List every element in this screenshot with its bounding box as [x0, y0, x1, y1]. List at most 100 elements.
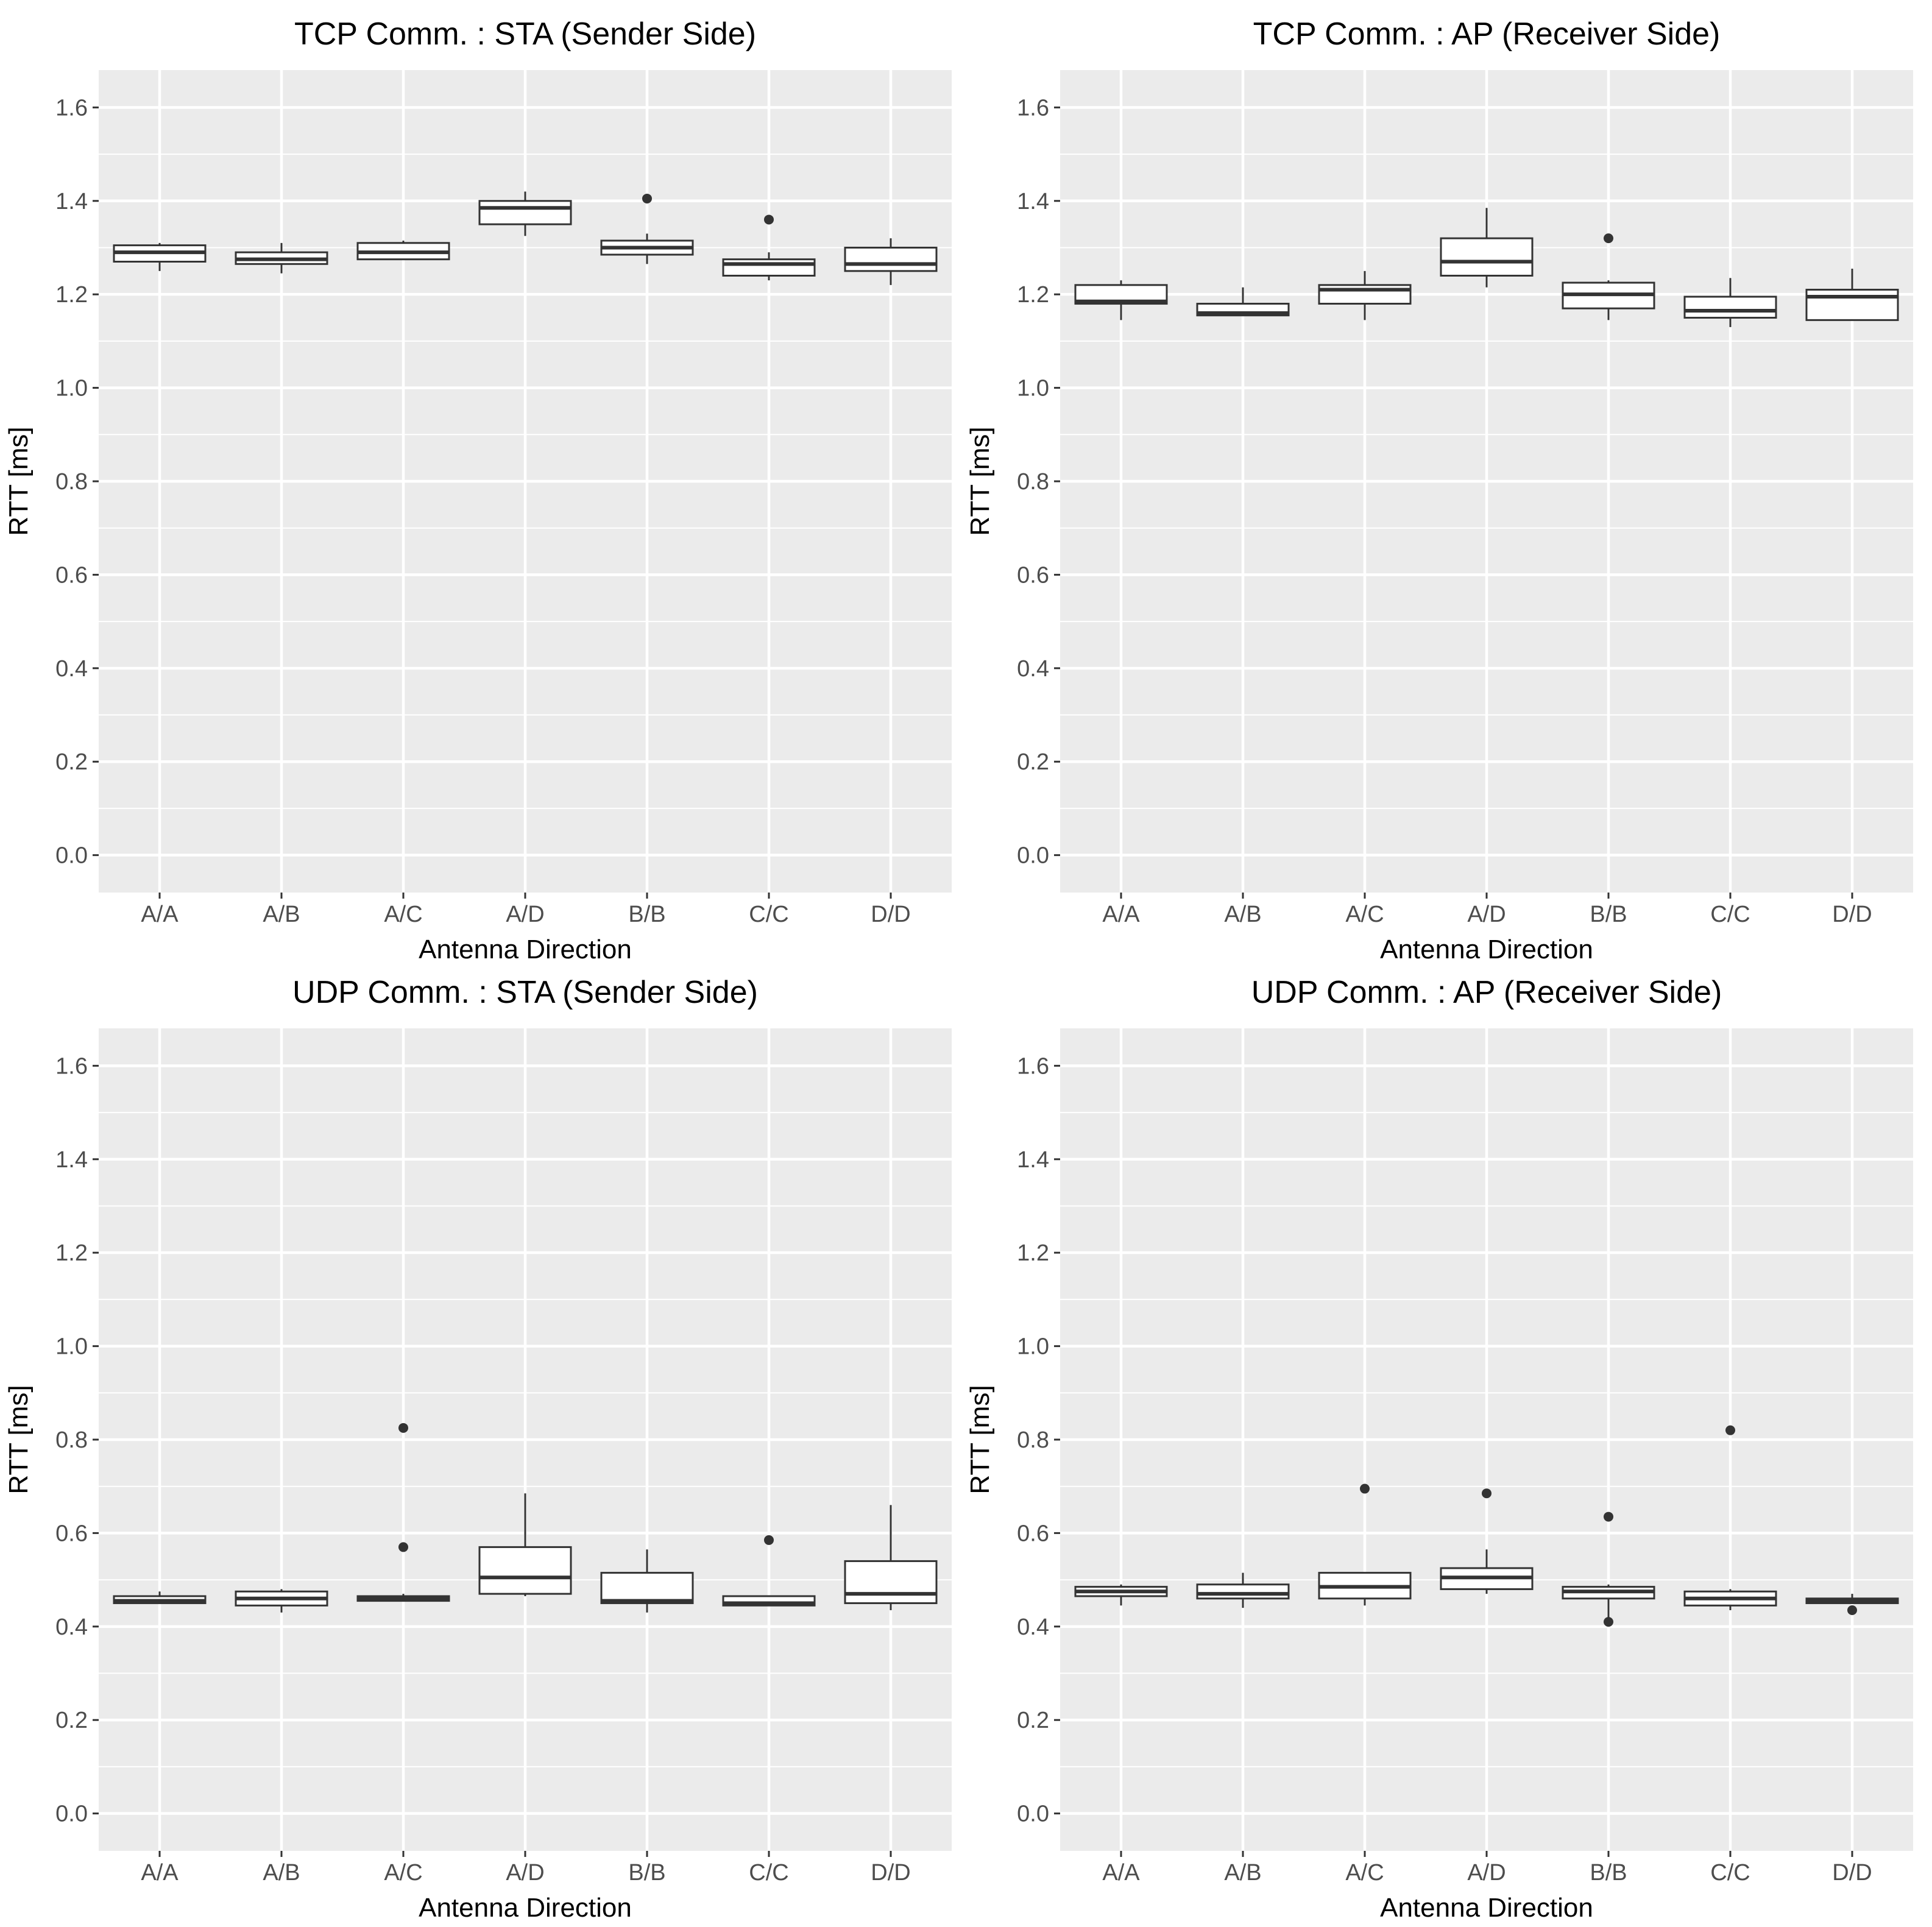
box-c-c	[722, 214, 816, 281]
y-axis-title: RTT [ms]	[965, 426, 995, 536]
outlier-point	[1482, 1488, 1491, 1499]
y-tick-label: 0.0	[1017, 1801, 1049, 1827]
outlier-point	[1847, 1605, 1857, 1615]
y-tick-label: 1.2	[55, 282, 88, 308]
box-iqr	[478, 1546, 572, 1595]
panel-title: UDP Comm. : AP (Receiver Side)	[1251, 975, 1722, 1010]
outlier-point	[764, 214, 774, 225]
box-a-b	[235, 242, 328, 274]
outlier-point	[1604, 1617, 1613, 1627]
box-a-a	[1074, 280, 1168, 320]
x-tick-label-a-c: A/C	[384, 1860, 422, 1886]
y-tick-label: 1.0	[55, 376, 88, 401]
x-axis-title: Antenna Direction	[419, 935, 632, 964]
box-a-b	[1196, 287, 1290, 317]
y-tick-label: 0.8	[1017, 1427, 1049, 1453]
outlier-point	[398, 1423, 408, 1433]
y-tick-label: 1.4	[1017, 1147, 1049, 1173]
outlier-point	[1604, 1512, 1613, 1522]
y-axis-title: RTT [ms]	[4, 426, 34, 536]
x-tick-label-a-c: A/C	[384, 902, 422, 927]
box-a-a	[113, 242, 207, 271]
x-tick-label-d-d: D/D	[1832, 1860, 1872, 1886]
panel-title: TCP Comm. : STA (Sender Side)	[294, 16, 756, 52]
x-axis-title: Antenna Direction	[419, 1893, 632, 1923]
x-tick-label-a-c: A/C	[1345, 902, 1384, 927]
box-a-d	[478, 191, 572, 236]
box-a-b	[235, 1589, 328, 1613]
y-tick-label: 0.4	[1017, 656, 1049, 682]
y-tick-label: 0.4	[55, 1614, 88, 1640]
box-a-a	[1074, 1584, 1168, 1606]
box-c-c	[1683, 1425, 1777, 1610]
x-tick-label-d-d: D/D	[871, 902, 910, 927]
box-c-c	[722, 1535, 816, 1607]
x-tick-label-b-b: B/B	[628, 902, 665, 927]
box-a-d	[1440, 1488, 1534, 1594]
y-tick-label: 1.0	[55, 1334, 88, 1360]
x-tick-label-a-a: A/A	[1102, 902, 1140, 927]
box-iqr	[1440, 237, 1534, 277]
outlier-point	[764, 1535, 774, 1545]
box-d-d	[1805, 268, 1899, 321]
y-tick-label: 1.6	[55, 95, 88, 121]
x-axis-title: Antenna Direction	[1380, 1893, 1593, 1923]
box-a-d	[478, 1493, 572, 1596]
box-iqr	[600, 1572, 694, 1604]
x-tick-label-a-a: A/A	[1102, 1860, 1140, 1886]
x-tick-label-a-b: A/B	[1224, 1860, 1261, 1886]
y-tick-label: 1.4	[1017, 189, 1049, 214]
y-tick-label: 0.8	[1017, 469, 1049, 495]
x-tick-label-d-d: D/D	[871, 1860, 910, 1886]
y-tick-label: 1.2	[1017, 282, 1049, 308]
x-tick-label-a-c: A/C	[1345, 1860, 1384, 1886]
y-tick-label: 0.6	[1017, 1521, 1049, 1546]
x-tick-label-a-d: A/D	[1467, 902, 1506, 927]
box-iqr	[1683, 295, 1777, 319]
x-tick-label-c-c: C/C	[1710, 902, 1750, 927]
y-tick-label: 0.8	[55, 1427, 88, 1453]
chart-panel-4: 0.0 0.2 0.4 0.6 0.8 1.0 1.2 1.4 1.6 A/A A/B A/C A/D B…	[965, 975, 1913, 1923]
y-tick-label: 1.4	[55, 1147, 88, 1173]
x-tick-label-a-b: A/B	[263, 1860, 300, 1886]
y-tick-label: 1.6	[55, 1053, 88, 1079]
box-a-d	[1440, 208, 1534, 288]
x-axis-title: Antenna Direction	[1380, 935, 1593, 964]
y-axis-title: RTT [ms]	[4, 1385, 34, 1494]
y-tick-label: 1.6	[1017, 95, 1049, 121]
x-tick-label-c-c: C/C	[1710, 1860, 1750, 1886]
outlier-point	[1725, 1425, 1735, 1435]
x-tick-label-b-b: B/B	[1590, 902, 1627, 927]
box-a-c	[1318, 270, 1412, 320]
x-tick-label-a-d: A/D	[506, 1860, 544, 1886]
x-tick-label-a-a: A/A	[141, 1860, 179, 1886]
chart-panel-3: 0.0 0.2 0.4 0.6 0.8 1.0 1.2 1.4 1.6 A/A A/B A/C A/D B…	[4, 975, 952, 1923]
x-tick-label-b-b: B/B	[628, 1860, 665, 1886]
y-tick-label: 0.6	[55, 1521, 88, 1546]
y-tick-label: 0.0	[55, 1801, 88, 1827]
box-a-c	[356, 1423, 450, 1602]
panel-title: UDP Comm. : STA (Sender Side)	[292, 975, 758, 1010]
outlier-point	[1604, 233, 1613, 244]
box-iqr	[1196, 1583, 1290, 1600]
y-tick-label: 0.0	[55, 843, 88, 869]
box-d-d	[844, 238, 938, 285]
chart-panel-1: 0.0 0.2 0.4 0.6 0.8 1.0 1.2 1.4 1.6 A/A A/B A/C A/D B…	[4, 16, 952, 964]
box-a-b	[1196, 1572, 1290, 1608]
box-a-c	[1318, 1483, 1412, 1606]
y-tick-label: 0.6	[55, 562, 88, 588]
box-d-d	[1805, 1594, 1899, 1615]
y-tick-label: 0.2	[55, 749, 88, 775]
y-axis-title: RTT [ms]	[965, 1385, 995, 1494]
box-b-b	[1562, 233, 1655, 320]
y-tick-label: 1.0	[1017, 1334, 1049, 1360]
box-iqr	[1805, 289, 1899, 321]
outlier-point	[398, 1542, 408, 1552]
box-a-a	[113, 1591, 207, 1604]
y-tick-label: 0.0	[1017, 843, 1049, 869]
y-tick-label: 1.0	[1017, 376, 1049, 401]
box-a-c	[356, 240, 450, 261]
x-tick-label-a-b: A/B	[263, 902, 300, 927]
box-d-d	[844, 1505, 938, 1610]
